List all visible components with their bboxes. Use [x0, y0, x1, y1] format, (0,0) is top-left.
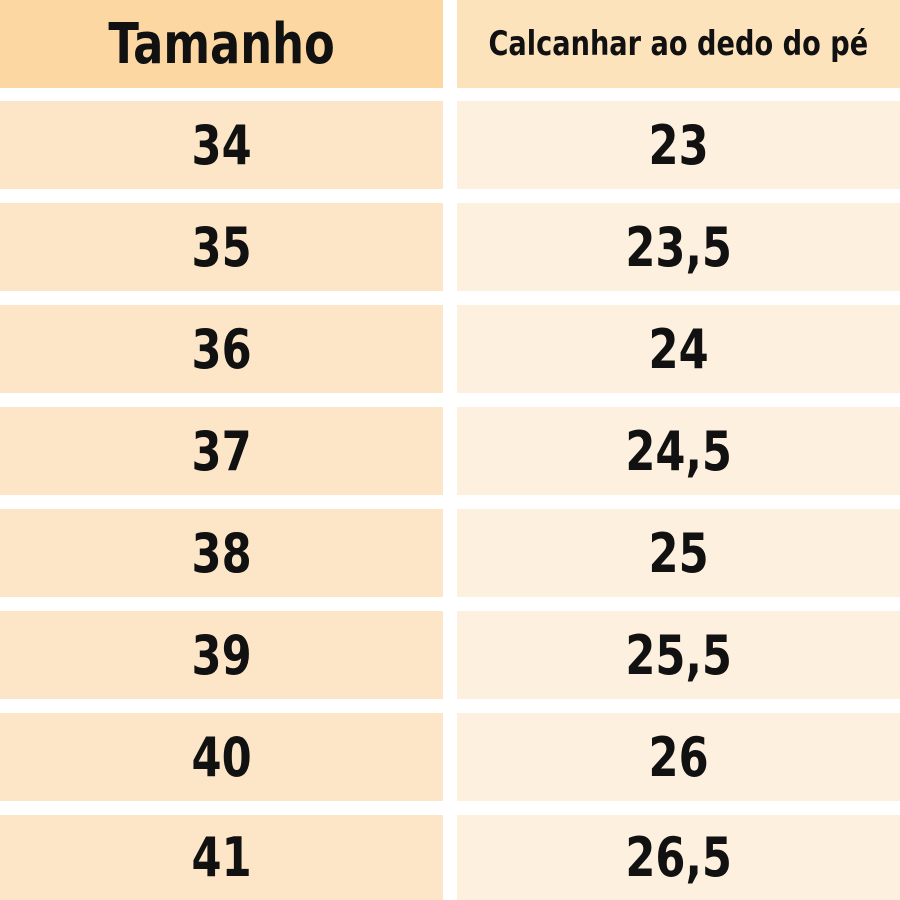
table-cell: 24: [457, 305, 900, 393]
header-cell: Calcanhar ao dedo do pé: [457, 0, 900, 88]
table-cell: 26,5: [457, 815, 900, 900]
table-cell-text: 25,5: [625, 623, 732, 687]
table-cell: 24,5: [457, 407, 900, 495]
table-cell-text: 36: [191, 317, 252, 381]
table-cell: 35: [0, 203, 443, 291]
table-cell: 25,5: [457, 611, 900, 699]
table-cell: 38: [0, 509, 443, 597]
table-cell: 40: [0, 713, 443, 801]
table-cell: 37: [0, 407, 443, 495]
table-cell-text: 23,5: [625, 215, 732, 279]
table-cell-text: 23: [648, 113, 709, 177]
table-cell-text: 35: [191, 215, 252, 279]
header-cell-text: Tamanho: [108, 11, 335, 77]
table-cell-text: 25: [648, 521, 709, 585]
table-cell-text: 26,5: [625, 826, 732, 889]
table-cell: 23: [457, 101, 900, 189]
table-cell-text: 37: [191, 419, 252, 483]
table-cell-text: 26: [648, 725, 709, 789]
table-cell-text: 34: [191, 113, 252, 177]
table-cell-text: 41: [191, 826, 252, 889]
table-cell: 23,5: [457, 203, 900, 291]
table-cell: 25: [457, 509, 900, 597]
table-cell-text: 24: [648, 317, 709, 381]
table-cell-text: 24,5: [625, 419, 732, 483]
table-cell-text: 39: [191, 623, 252, 687]
table-cell: 36: [0, 305, 443, 393]
table-cell: 41: [0, 815, 443, 900]
table-cell: 34: [0, 101, 443, 189]
table-cell-text: 40: [191, 725, 252, 789]
table-cell-text: 38: [191, 521, 252, 585]
table-cell: 26: [457, 713, 900, 801]
header-cell-text: Calcanhar ao dedo do pé: [488, 24, 869, 64]
table-cell: 39: [0, 611, 443, 699]
header-cell: Tamanho: [0, 0, 443, 88]
